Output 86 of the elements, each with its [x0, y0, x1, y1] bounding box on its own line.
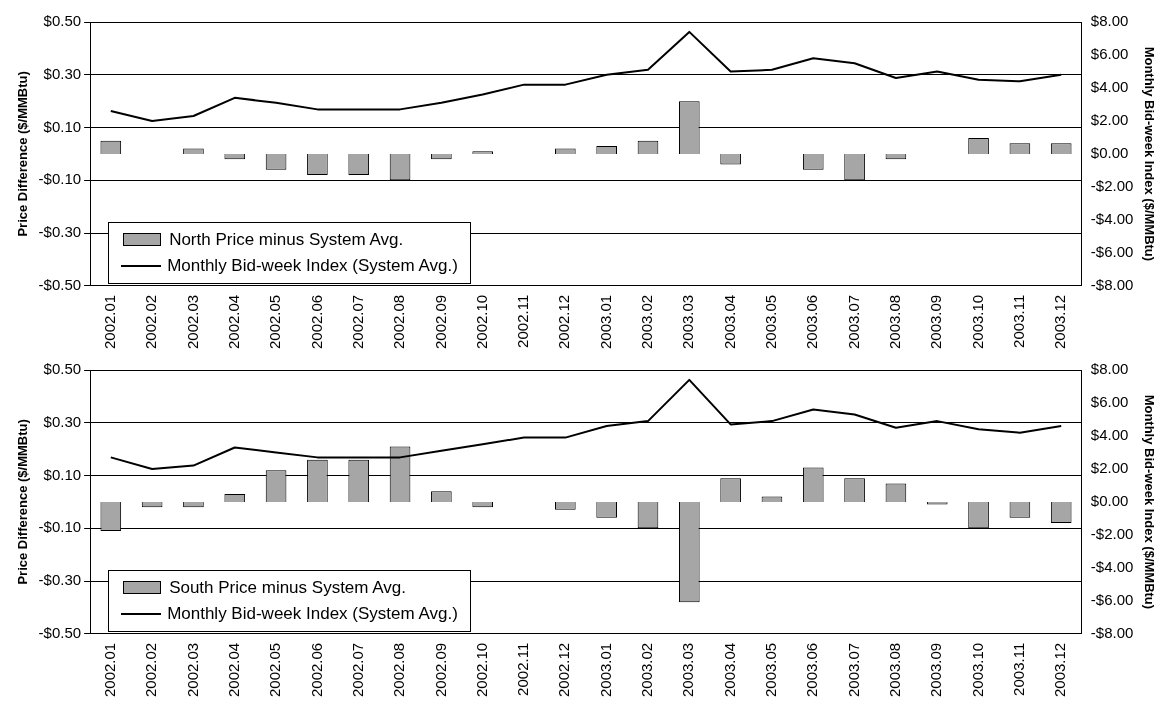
x-tick-label: 2003.02 [638, 642, 656, 698]
y2-tick-label: $2.00 [1090, 111, 1129, 129]
y2-tick-label: -$2.00 [1090, 177, 1134, 194]
x-tick-label: 2003.07 [844, 642, 862, 698]
y-tick-label: -$0.10 [38, 518, 82, 536]
x-tick-label: 2003.01 [596, 294, 614, 350]
y2-tick-label: $6.00 [1090, 45, 1129, 63]
x-tick-label: 2002.11 [514, 294, 532, 348]
x-tick-label: 2003.10 [968, 642, 986, 698]
x-tick-label: 2002.02 [142, 294, 160, 350]
x-tick-label: 2003.09 [927, 294, 945, 350]
x-tick-label: 2003.12 [1051, 294, 1069, 350]
x-tick-label: 2002.08 [390, 642, 408, 698]
y-tick-label: $0.50 [43, 360, 82, 378]
x-tick-label: 2003.11 [1010, 642, 1028, 696]
y-tick-label: $0.30 [43, 64, 82, 82]
x-tick-label: 2002.09 [431, 294, 449, 350]
y2-tick-label: $0.00 [1090, 144, 1129, 162]
y2-tick-label: -$8.00 [1090, 623, 1134, 641]
legend-label: Monthly Bid-week Index (System Avg.) [167, 602, 458, 625]
x-tick-label: 2003.10 [968, 294, 986, 350]
x-tick-label: 2002.03 [183, 642, 201, 698]
y-axis-title: Price Difference ($/MMBtu) [15, 71, 31, 237]
x-tick-label: 2002.03 [183, 294, 201, 350]
y2-tick-label: -$4.00 [1090, 557, 1134, 575]
x-tick-label: 2003.01 [596, 642, 614, 698]
x-tick-label: 2002.07 [348, 294, 366, 350]
x-tick-label: 2003.12 [1051, 642, 1069, 698]
y2-tick-label: -$2.00 [1090, 525, 1134, 542]
x-tick-label: 2003.08 [886, 642, 904, 698]
x-tick-label: 2002.08 [390, 294, 408, 350]
x-tick-label: 2002.06 [307, 294, 325, 350]
y2-tick-label: $6.00 [1090, 393, 1129, 411]
x-tick-label: 2003.04 [720, 642, 738, 698]
x-tick-label: 2002.10 [472, 294, 490, 350]
y2-axis-title: Monthly Bid-week Index ($/MMBtu) [1141, 46, 1157, 262]
x-tick-label: 2002.05 [266, 294, 284, 350]
x-tick-label: 2003.05 [762, 642, 780, 698]
x-tick-label: 2002.07 [348, 642, 366, 698]
y-tick-label: $0.50 [43, 12, 82, 30]
x-tick-label: 2003.06 [803, 642, 821, 698]
legend-label: Monthly Bid-week Index (System Avg.) [167, 254, 458, 277]
x-tick-label: 2002.04 [224, 642, 242, 698]
x-tick-label: 2003.11 [1010, 294, 1028, 348]
y-tick-label: -$0.10 [38, 170, 82, 188]
x-tick-label: 2002.09 [431, 642, 449, 698]
x-tick-label: 2002.04 [224, 294, 242, 350]
x-tick-label: 2003.02 [638, 294, 656, 350]
y2-axis-title: Monthly Bid-week Index ($/MMBtu) [1141, 394, 1157, 610]
x-tick-label: 2002.01 [100, 294, 118, 350]
x-tick-label: 2002.05 [266, 642, 284, 698]
legend-label: South Price minus System Avg. [169, 576, 406, 599]
y2-tick-label: $4.00 [1090, 78, 1129, 96]
y-tick-label: -$0.50 [38, 623, 82, 641]
legend-label: North Price minus System Avg. [169, 228, 404, 251]
y-tick-label: $0.10 [43, 465, 82, 483]
x-tick-label: 2003.06 [803, 294, 821, 350]
y2-tick-label: $8.00 [1090, 360, 1129, 378]
x-tick-label: 2003.03 [679, 294, 697, 350]
x-tick-label: 2003.09 [927, 642, 945, 698]
y2-tick-label: -$4.00 [1090, 209, 1134, 227]
x-tick-label: 2003.03 [679, 642, 697, 698]
y-tick-label: $0.10 [43, 117, 82, 135]
y-tick-label: -$0.50 [38, 275, 82, 293]
y2-tick-label: -$8.00 [1090, 275, 1134, 293]
x-tick-label: 2003.08 [886, 294, 904, 350]
y-axis-title: Price Difference ($/MMBtu) [15, 419, 31, 585]
x-tick-label: 2003.05 [762, 294, 780, 350]
x-tick-label: 2002.01 [100, 642, 118, 698]
x-tick-label: 2002.12 [555, 294, 573, 350]
y2-tick-label: -$6.00 [1090, 590, 1134, 608]
x-tick-label: 2002.06 [307, 642, 325, 698]
y-tick-label: -$0.30 [38, 223, 82, 241]
y2-tick-label: -$6.00 [1090, 242, 1134, 260]
y2-tick-label: $4.00 [1090, 426, 1129, 444]
x-tick-label: 2003.07 [844, 294, 862, 350]
x-tick-label: 2002.10 [472, 642, 490, 698]
y2-tick-label: $8.00 [1090, 12, 1129, 30]
y2-tick-label: $0.00 [1090, 492, 1129, 510]
y2-tick-label: $2.00 [1090, 459, 1129, 477]
x-tick-label: 2002.11 [514, 642, 532, 696]
x-tick-label: 2002.02 [142, 642, 160, 698]
y-tick-label: $0.30 [43, 412, 82, 430]
x-tick-label: 2003.04 [720, 294, 738, 350]
x-tick-label: 2002.12 [555, 642, 573, 698]
y-tick-label: -$0.30 [38, 571, 82, 589]
